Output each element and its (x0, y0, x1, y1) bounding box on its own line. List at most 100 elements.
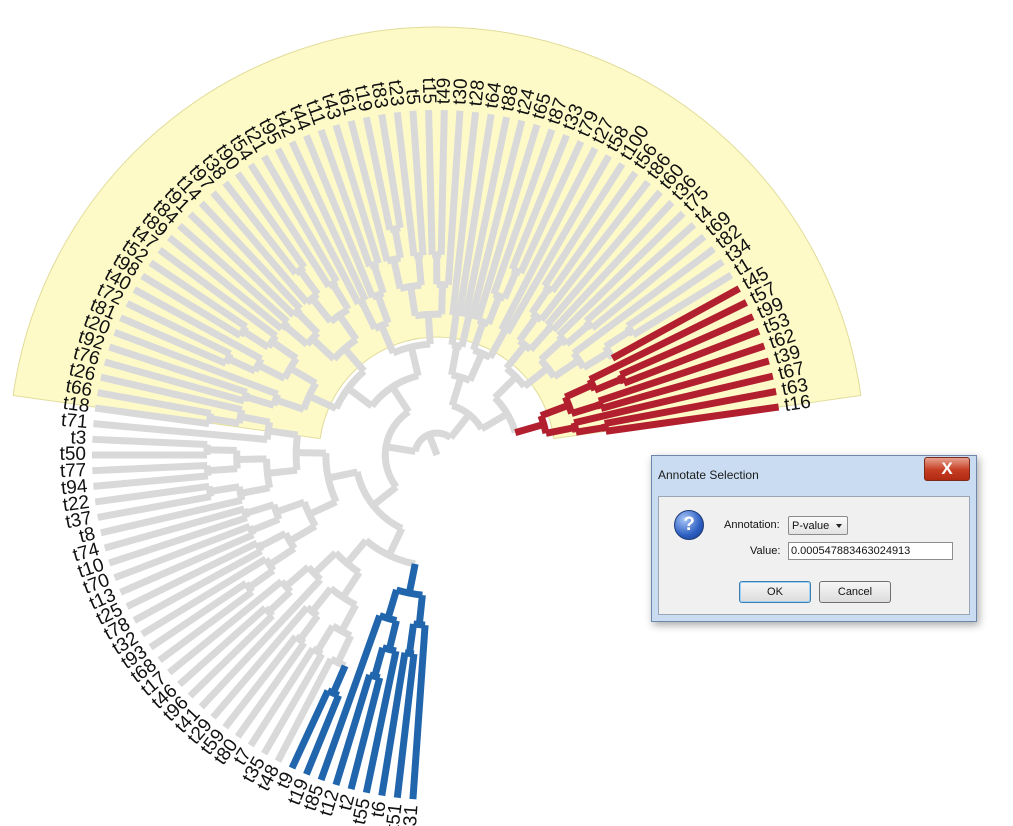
tree-branch (94, 482, 210, 506)
tree-branch (274, 657, 335, 763)
tree-branch-arc (381, 408, 411, 490)
tree-branch (407, 346, 422, 377)
tree-branch (288, 365, 318, 387)
tree-branch (437, 110, 448, 255)
tree-branch (317, 128, 373, 268)
tree-branch (514, 421, 545, 436)
tree-branch (347, 676, 384, 790)
tree-branch (498, 146, 599, 332)
tree-branch (385, 619, 400, 651)
tree-branch (332, 124, 382, 265)
tip-label: t88 (497, 83, 523, 113)
tree-branch-arc (389, 224, 401, 234)
tree-branch-arc (240, 391, 251, 402)
tree-branch (239, 413, 271, 426)
tree-branch (347, 120, 391, 262)
tip-label: t3 (70, 427, 87, 449)
tree-branch (474, 123, 541, 322)
tree-branch (132, 286, 263, 362)
tree-branch (336, 313, 360, 342)
tree-branch (571, 246, 716, 356)
tree-branch (330, 664, 349, 695)
annotation-dropdown[interactable]: P-value (788, 516, 848, 535)
tree-branch-arc (270, 393, 281, 407)
tree-branch (113, 523, 252, 582)
tree-branch (206, 446, 237, 454)
tree-branch (226, 355, 257, 375)
tree-branch-arc (327, 278, 339, 290)
tree-branch-arc (353, 471, 404, 532)
tree-branch (140, 555, 268, 638)
tree-branch (267, 466, 298, 477)
tree-branch (405, 623, 417, 654)
ok-button[interactable]: OK (739, 581, 811, 603)
tree-branch-arc (328, 585, 358, 609)
tree-branch (378, 113, 404, 229)
tip-label: t31 (400, 804, 423, 826)
tree-branch-arc (391, 340, 431, 357)
tip-label: t50 (60, 444, 86, 465)
tree-branch (257, 530, 288, 551)
tree-branch (307, 498, 338, 518)
tree-branch (275, 498, 306, 516)
tree-branch (610, 285, 741, 362)
value-text: 0.000547883463024913 (791, 545, 911, 557)
tree-branch (241, 328, 271, 351)
tree-branch (458, 316, 472, 348)
tree-branch-arc (328, 306, 351, 325)
tree-branch (339, 570, 363, 600)
tree-branch (378, 324, 397, 355)
tree-branch (556, 210, 686, 338)
tree-branch-arc (395, 586, 423, 599)
tree-branch (409, 110, 427, 256)
tree-branch (438, 284, 447, 315)
tree-branch (97, 389, 212, 417)
tree-branch (516, 314, 540, 343)
tree-branch-arc (243, 581, 255, 594)
close-button[interactable]: X (924, 457, 970, 481)
tree-branch (317, 614, 383, 782)
tree-branch (479, 410, 510, 432)
tree-branch (405, 563, 419, 594)
tree-branch (103, 505, 246, 552)
tree-branch (113, 328, 279, 398)
tree-branch (297, 613, 321, 642)
tree-branch (157, 588, 255, 663)
tree-branch (487, 329, 508, 360)
tree-branch (125, 539, 259, 610)
tree-branch (603, 327, 633, 350)
tree-branch (296, 449, 326, 457)
tree-branch (448, 345, 461, 376)
tree-branch-arc (292, 434, 302, 471)
tree-branch (468, 119, 526, 320)
tree-branch (619, 313, 755, 378)
tree-branch (207, 465, 238, 475)
value-field[interactable]: 0.000547883463024913 (788, 542, 953, 560)
tree-branch (346, 385, 374, 409)
tree-branch (92, 461, 208, 475)
tip-label: t8 (77, 523, 97, 547)
tree-branch (236, 455, 267, 464)
tree-branch-arc (381, 644, 397, 655)
tree-branch (393, 653, 418, 799)
tree-branch (125, 300, 232, 358)
tip-label: t16 (783, 392, 812, 416)
tree-branch (167, 234, 284, 332)
tree-branch-arc (373, 319, 390, 332)
tree-branch (167, 578, 284, 676)
tree-branch (119, 314, 228, 367)
tree-branch (605, 403, 780, 435)
tip-label: t94 (60, 476, 89, 499)
tree-branch (527, 325, 553, 352)
cancel-button[interactable]: Cancel (819, 581, 891, 603)
tree-branch-arc (562, 395, 575, 415)
tip-label: t51 (383, 802, 407, 826)
tip-label: t37 (64, 508, 94, 533)
tree-branch (389, 384, 412, 414)
tree-branch (407, 285, 419, 317)
tree-branch (100, 496, 243, 537)
tip-label: t63 (780, 375, 810, 401)
tree-branch (209, 483, 240, 495)
tree-branch (552, 357, 581, 380)
tree-branch (508, 133, 570, 271)
